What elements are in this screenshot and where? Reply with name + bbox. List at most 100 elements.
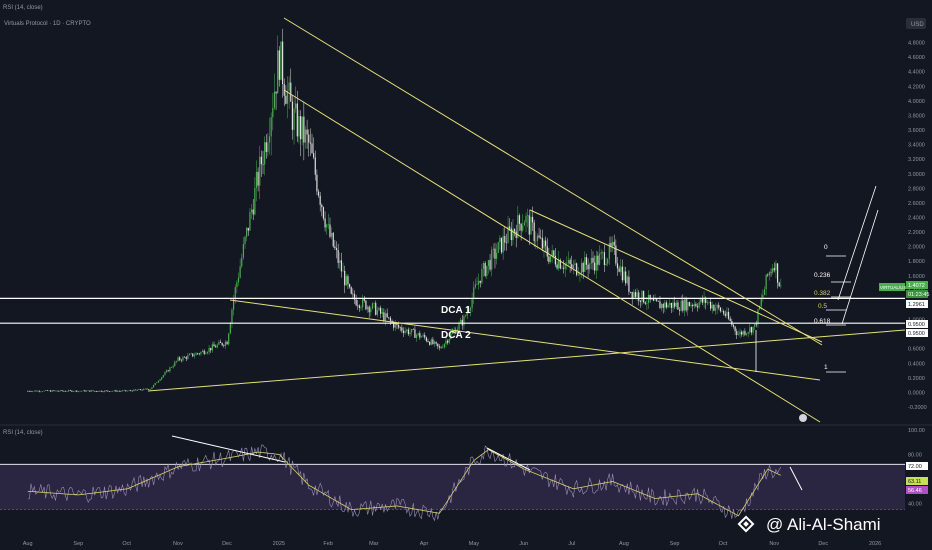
candle-body (559, 259, 561, 269)
rsi-tick-label: 100.00 (908, 428, 925, 434)
candle-body (128, 390, 130, 392)
candle-body (548, 256, 550, 262)
candle-body (484, 263, 486, 276)
candle-body (455, 330, 457, 334)
price-tick-label: 2.4000 (908, 216, 925, 222)
candle-body (688, 302, 690, 307)
candle-body (36, 390, 39, 392)
candle-body (211, 344, 213, 351)
tradingview-logo-icon[interactable] (799, 414, 807, 422)
candle-body (182, 356, 184, 361)
candle-body (138, 389, 140, 390)
candle-body (479, 280, 481, 283)
rising-trendline (147, 329, 906, 392)
candle-body (615, 245, 617, 264)
candle-body (713, 305, 715, 311)
candle-body (724, 313, 726, 316)
candle-body (607, 259, 609, 264)
candle-body (30, 391, 32, 392)
candle-body (646, 302, 648, 304)
candle-body (736, 331, 738, 335)
candle-body (711, 305, 713, 309)
candle-body (471, 297, 473, 309)
candle-body (502, 236, 504, 253)
current-price-tag (906, 281, 928, 289)
candle-body (687, 302, 689, 311)
candle-body (226, 341, 228, 345)
candle-body (270, 117, 272, 137)
candle-body (750, 327, 753, 333)
candle-body (260, 156, 262, 165)
candle-body (598, 253, 601, 265)
candle-body (692, 305, 694, 307)
price-tick-label: 1.8000 (908, 259, 925, 265)
candle-body (420, 336, 423, 338)
rsi-ma-line (27, 449, 781, 517)
candle-body (739, 331, 741, 335)
candle-body (424, 335, 426, 338)
candle-body (621, 266, 623, 281)
candle-body (319, 195, 321, 205)
rsi-tick-label: 80.00 (908, 453, 922, 459)
candle-body (249, 211, 251, 231)
candle-body (487, 260, 490, 266)
secondary-downtrend-line (283, 89, 821, 423)
candle-body (384, 313, 387, 321)
time-tick-label: Dec (818, 541, 828, 547)
candle-body (530, 216, 532, 235)
candle-body (144, 388, 146, 390)
candle-body (770, 272, 772, 273)
candle-body (451, 331, 454, 334)
candle-body (373, 303, 375, 304)
candle-body (468, 310, 470, 312)
candle-body (657, 300, 659, 302)
currency-badge[interactable] (906, 18, 926, 29)
symbol-title: Virtuals Protocol · 1D · CRYPTO (4, 21, 91, 27)
dca2-price-text-a: 0.9500 (908, 322, 925, 328)
candle-body (427, 340, 429, 342)
time-tick-label: 2026 (869, 541, 881, 547)
candle-body (616, 263, 619, 269)
support-trendline (229, 299, 821, 381)
candle-body (513, 229, 516, 232)
price-tick-label: -0.2000 (908, 405, 927, 411)
candle-body (252, 209, 254, 215)
candle-body (762, 295, 764, 299)
candle-body (584, 257, 586, 272)
rsi-tick-label: 40.00 (908, 502, 922, 508)
candle-body (210, 347, 212, 351)
candle-body (275, 91, 277, 94)
candle-body (482, 263, 485, 269)
candle-body (566, 263, 568, 264)
price-tick-label: 0.0000 (908, 390, 925, 396)
candle-body (43, 390, 45, 392)
candle-body (525, 215, 527, 223)
candle-body (633, 292, 635, 298)
candle-body (355, 299, 357, 306)
candle-body (381, 312, 383, 314)
candle-body (254, 187, 256, 215)
price-tick-label: 3.8000 (908, 113, 925, 119)
candle-body (125, 390, 127, 392)
candle-body (121, 390, 124, 392)
candle-body (139, 389, 142, 390)
candle-body (54, 390, 57, 392)
candle-body (749, 327, 751, 333)
candle-body (360, 307, 362, 308)
candle-body (282, 41, 284, 85)
candle-body (476, 284, 478, 286)
currency-label: USD (911, 22, 924, 28)
price-tick-label: 4.0000 (908, 99, 925, 105)
candle-body (368, 306, 370, 313)
candle-body (133, 389, 135, 392)
dca2-label: DCA 2 (441, 330, 471, 341)
candle-body (95, 390, 97, 392)
fib-0618-label: 0.618 (814, 318, 831, 325)
candle-body (594, 262, 596, 271)
candle-body (327, 224, 329, 226)
candle-body (767, 274, 769, 276)
candle-body (229, 323, 231, 334)
candle-body (415, 334, 418, 338)
candle-body (224, 341, 227, 346)
